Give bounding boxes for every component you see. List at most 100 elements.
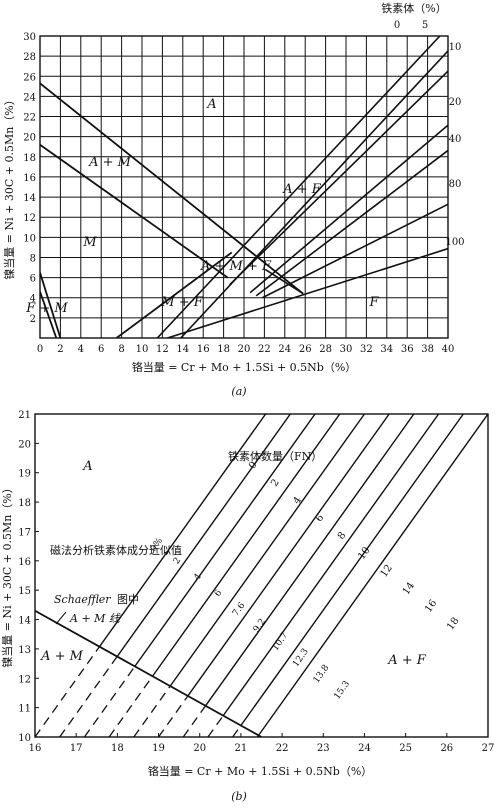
y-tick-label: 20: [18, 439, 31, 450]
fn-number: 4: [291, 495, 304, 507]
x-tick-label: 17: [70, 743, 83, 754]
y-tick-label: 2: [30, 314, 36, 325]
fn-number: 8: [336, 530, 349, 542]
fn-number: 14: [401, 580, 417, 597]
fn-number: 6: [314, 513, 327, 525]
region-label: A + M: [88, 155, 132, 170]
y-tick-label: 17: [18, 527, 31, 538]
fn-line-dashed: [133, 685, 171, 737]
fn-line-dashed: [59, 656, 118, 737]
annotation-rest: 图中: [117, 593, 139, 606]
fn-line: [134, 414, 316, 667]
x-tick-label: 6: [98, 344, 104, 355]
x-tick-label: 0: [37, 344, 43, 355]
fn-line: [98, 414, 267, 648]
x-tick-label: 30: [340, 344, 353, 355]
x-tick-label: 22: [258, 344, 271, 355]
percent-number: 6: [213, 588, 225, 599]
line-group: [35, 414, 488, 737]
x-tick-label: 25: [399, 743, 412, 754]
fn-line: [187, 414, 390, 697]
percent-number: 15.3: [332, 679, 352, 701]
boundary-line: [40, 82, 304, 295]
y-tick-label: 18: [23, 153, 36, 164]
annotation-italic: Schaeffler: [54, 593, 111, 606]
fn-number: 0: [247, 460, 260, 472]
x-tick-label: 34: [380, 344, 393, 355]
region-label: F + M: [25, 301, 68, 316]
fn-line: [240, 414, 464, 726]
fn-number: 18: [445, 616, 461, 633]
x-tick-label: 18: [217, 344, 230, 355]
fn-line-dashed: [108, 675, 154, 737]
ferrite-label: 100: [445, 237, 464, 248]
x-tick-label: 26: [299, 344, 312, 355]
region-label: A: [206, 97, 216, 112]
ferrite-label: 0: [394, 20, 400, 31]
chart-b: 16 17 18 19 20 21 22 23 24 25 26 271011121314151617…: [0, 410, 494, 803]
y-tick-label: 11: [18, 704, 31, 715]
boundary-line: [40, 291, 58, 338]
x-tick-label: 14: [176, 344, 189, 355]
fn-line-dashed: [35, 646, 101, 737]
y-tick-label: 30: [23, 32, 36, 43]
ferrite-label: 80: [449, 179, 462, 190]
fn-line: [169, 414, 366, 687]
x-tick-label: 19: [152, 743, 165, 754]
annotation-pointer: [55, 611, 67, 625]
region-label: A: [82, 459, 92, 474]
y-tick-label: 10: [23, 233, 36, 244]
fn-header: 铁素体数量（FN）: [228, 449, 322, 463]
annotation-line2: A + M 线: [69, 612, 121, 625]
y-tick-label: 22: [23, 113, 36, 124]
x-tick-label: 22: [276, 743, 289, 754]
fn-line-dashed: [182, 705, 207, 737]
region-label: F: [368, 295, 379, 310]
percent-number: 4: [192, 572, 204, 583]
caption-a: (a): [231, 385, 246, 398]
ferrite-line-10: [229, 70, 448, 286]
y-tick-label: 4: [30, 294, 36, 305]
x-tick-label: 23: [317, 743, 330, 754]
fn-line: [257, 414, 488, 736]
fn-number: 2: [269, 477, 282, 489]
ferrite-line-40: [255, 149, 448, 297]
x-tick-label: 12: [156, 344, 169, 355]
y-tick-label: 16: [18, 557, 31, 568]
x-tick-label: 21: [235, 743, 248, 754]
chart-a: 0 2 4 6 8 10 12 14 16 18 20 22 24 26 28 30 32 34 36 38 40246…: [2, 1, 465, 398]
y-axis-label: 镍当量 = Ni + 30C + 0.5Mn（%）: [2, 94, 16, 279]
x-tick-label: 28: [319, 344, 332, 355]
y-tick-label: 15: [18, 586, 31, 597]
y-tick-label: 10: [18, 733, 31, 744]
percent-header: 磁法分析铁素体成分近似值: [50, 543, 182, 557]
ferrite-line-80: [262, 203, 448, 299]
percent-number: 2: [172, 556, 183, 566]
x-tick-label: 18: [111, 743, 124, 754]
region-label: A + F: [282, 182, 322, 197]
x-tick-label: 26: [440, 743, 453, 754]
x-tick-label: 24: [278, 344, 291, 355]
y-tick-label: 6: [30, 274, 36, 285]
ferrite-label: 5: [422, 20, 428, 31]
plot-frame: [39, 35, 449, 339]
fn-line-dashed: [83, 666, 136, 737]
fn-line: [151, 414, 341, 677]
fn-line-dashed: [158, 695, 189, 737]
ferrite-line-20: [249, 124, 448, 294]
ferrite-line-5: [180, 49, 448, 338]
x-tick-label: 4: [78, 344, 84, 355]
boundary-line: [40, 272, 62, 338]
boundary-line: [40, 143, 229, 279]
fn-line: [204, 414, 415, 707]
y-tick-label: 8: [30, 253, 36, 264]
x-tick-label: 38: [421, 344, 434, 355]
x-tick-label: 40: [442, 344, 455, 355]
boundary-line: [35, 609, 262, 737]
region-label: M: [82, 235, 97, 250]
region-label: A + M + F: [200, 259, 272, 274]
x-tick-label: 16: [29, 743, 42, 754]
y-tick-label: 12: [23, 213, 36, 224]
x-tick-label: 20: [238, 344, 251, 355]
